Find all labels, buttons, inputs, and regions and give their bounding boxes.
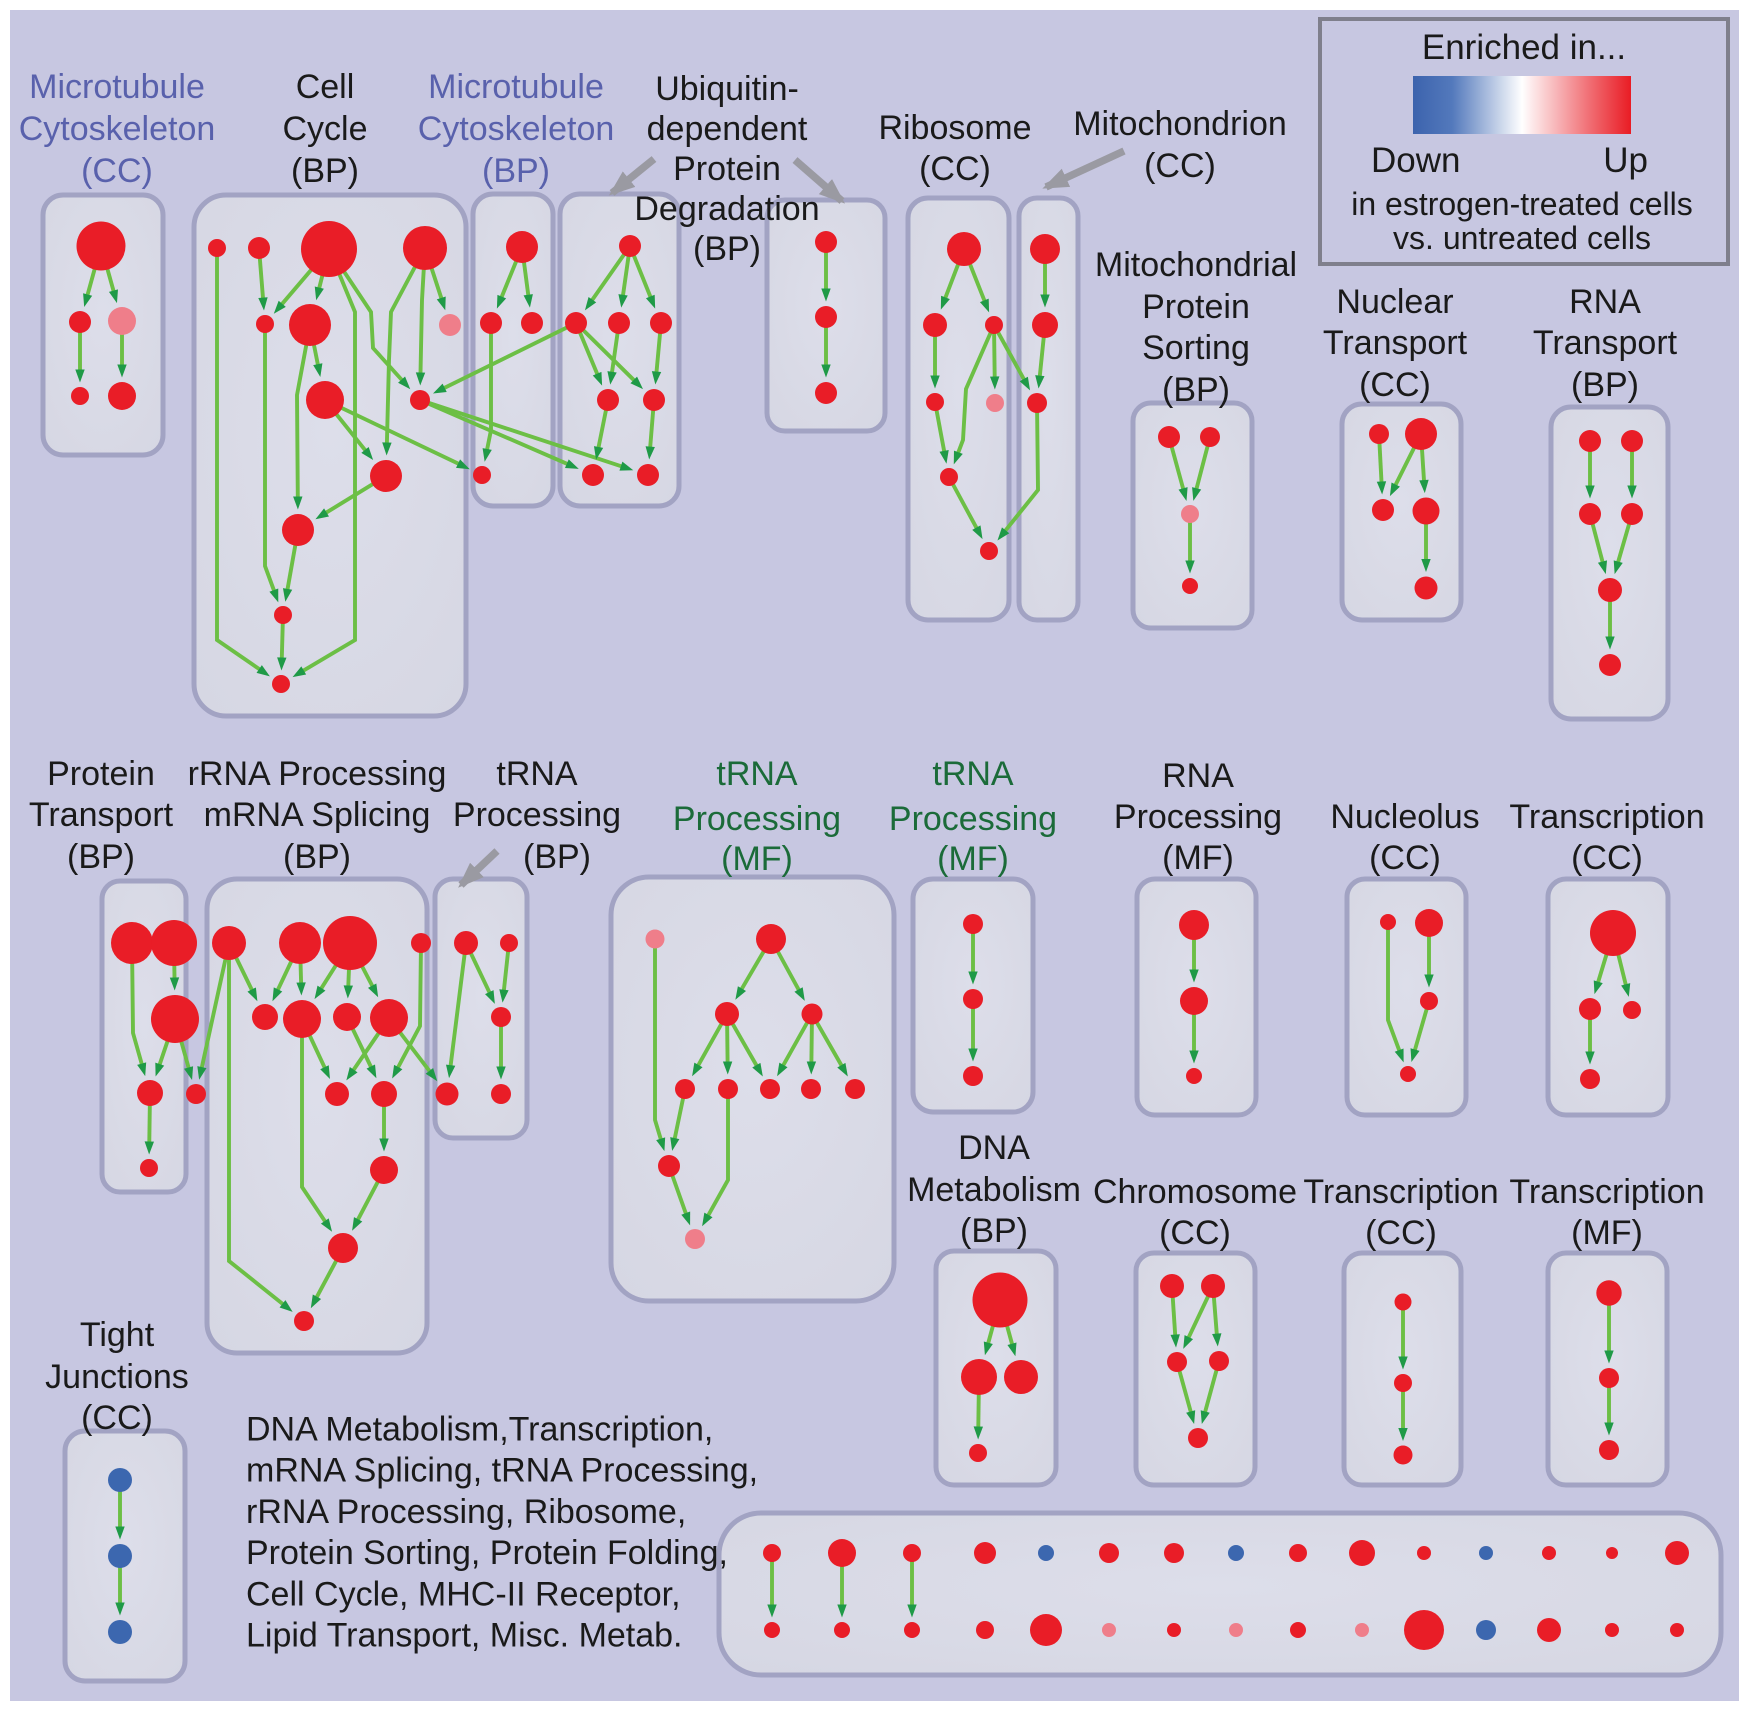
svg-text:Up: Up — [1603, 141, 1648, 180]
svg-text:rRNA Processing: rRNA Processing — [188, 755, 447, 793]
svg-text:Microtubule: Microtubule — [428, 68, 604, 106]
svg-text:(MF): (MF) — [1571, 1214, 1643, 1252]
svg-text:(CC): (CC) — [1365, 1214, 1437, 1252]
svg-text:tRNA: tRNA — [716, 755, 798, 793]
svg-text:Processing: Processing — [453, 796, 621, 834]
svg-text:(CC): (CC) — [1369, 839, 1441, 877]
svg-text:(CC): (CC) — [1159, 1214, 1231, 1252]
svg-text:Protein: Protein — [47, 755, 155, 793]
svg-text:Transport: Transport — [1533, 324, 1678, 362]
svg-text:Transcription: Transcription — [1509, 1173, 1704, 1211]
svg-text:(CC): (CC) — [1359, 366, 1431, 404]
svg-text:Mitochondrial: Mitochondrial — [1095, 246, 1297, 284]
svg-text:in estrogen-treated cells: in estrogen-treated cells — [1351, 186, 1693, 222]
svg-text:(BP): (BP) — [1162, 371, 1230, 409]
svg-text:(CC): (CC) — [81, 1399, 153, 1437]
svg-text:Processing: Processing — [1114, 798, 1282, 836]
svg-text:Sorting: Sorting — [1142, 329, 1250, 367]
svg-text:mRNA Splicing, tRNA Processing: mRNA Splicing, tRNA Processing, — [246, 1452, 758, 1490]
svg-text:(CC): (CC) — [919, 150, 991, 188]
svg-text:Microtubule: Microtubule — [29, 68, 205, 106]
svg-text:Junctions: Junctions — [45, 1358, 189, 1396]
svg-text:(CC): (CC) — [81, 152, 153, 190]
svg-text:tRNA: tRNA — [932, 755, 1014, 793]
svg-text:(BP): (BP) — [283, 838, 351, 876]
svg-text:Ribosome: Ribosome — [878, 109, 1031, 147]
svg-text:Ubiquitin-: Ubiquitin- — [655, 70, 799, 108]
svg-text:Cell: Cell — [296, 68, 355, 106]
svg-text:Cytoskeleton: Cytoskeleton — [19, 110, 216, 148]
svg-text:RNA: RNA — [1162, 757, 1234, 795]
svg-text:Processing: Processing — [673, 800, 841, 838]
svg-text:Transport: Transport — [29, 796, 174, 834]
svg-text:tRNA: tRNA — [496, 755, 578, 793]
svg-text:(BP): (BP) — [482, 152, 550, 190]
svg-text:Transcription: Transcription — [1303, 1173, 1498, 1211]
svg-text:(BP): (BP) — [693, 230, 761, 268]
svg-text:Processing: Processing — [889, 800, 1057, 838]
svg-text:Transcription: Transcription — [1509, 798, 1704, 836]
svg-text:Transport: Transport — [1323, 324, 1468, 362]
svg-text:(BP): (BP) — [1571, 366, 1639, 404]
svg-text:Cytoskeleton: Cytoskeleton — [418, 110, 615, 148]
svg-text:Cell Cycle, MHC-II Receptor,: Cell Cycle, MHC-II Receptor, — [246, 1575, 681, 1613]
svg-text:Down: Down — [1371, 141, 1460, 180]
svg-text:Tight: Tight — [80, 1316, 155, 1354]
svg-text:(CC): (CC) — [1144, 147, 1216, 185]
svg-text:DNA: DNA — [958, 1129, 1030, 1167]
svg-text:Lipid Transport, Misc. Metab.: Lipid Transport, Misc. Metab. — [246, 1617, 683, 1655]
svg-text:Protein: Protein — [673, 150, 781, 188]
svg-text:mRNA Splicing: mRNA Splicing — [204, 796, 431, 834]
svg-text:Chromosome: Chromosome — [1093, 1173, 1297, 1211]
svg-text:dependent: dependent — [647, 110, 808, 148]
svg-text:Protein: Protein — [1142, 288, 1250, 326]
svg-text:Metabolism: Metabolism — [907, 1171, 1081, 1209]
svg-text:Protein Sorting, Protein Foldi: Protein Sorting, Protein Folding, — [246, 1534, 728, 1572]
svg-text:DNA Metabolism,Transcription,: DNA Metabolism,Transcription, — [246, 1411, 713, 1449]
svg-text:Cycle: Cycle — [282, 110, 367, 148]
svg-text:(MF): (MF) — [1162, 839, 1234, 877]
svg-text:Degradation: Degradation — [634, 190, 819, 228]
svg-text:(MF): (MF) — [937, 840, 1009, 878]
svg-text:Nucleolus: Nucleolus — [1330, 798, 1479, 836]
svg-text:(BP): (BP) — [960, 1212, 1028, 1250]
svg-text:RNA: RNA — [1569, 283, 1641, 321]
svg-text:(BP): (BP) — [67, 838, 135, 876]
svg-text:vs. untreated cells: vs. untreated cells — [1393, 220, 1651, 256]
svg-text:Mitochondrion: Mitochondrion — [1073, 105, 1287, 143]
svg-text:Nuclear: Nuclear — [1336, 283, 1453, 321]
svg-text:(CC): (CC) — [1571, 839, 1643, 877]
svg-text:(BP): (BP) — [291, 152, 359, 190]
svg-text:Enriched in...: Enriched in... — [1422, 28, 1626, 67]
svg-text:(MF): (MF) — [721, 840, 793, 878]
svg-text:rRNA Processing, Ribosome,: rRNA Processing, Ribosome, — [246, 1493, 686, 1531]
svg-text:(BP): (BP) — [523, 838, 591, 876]
